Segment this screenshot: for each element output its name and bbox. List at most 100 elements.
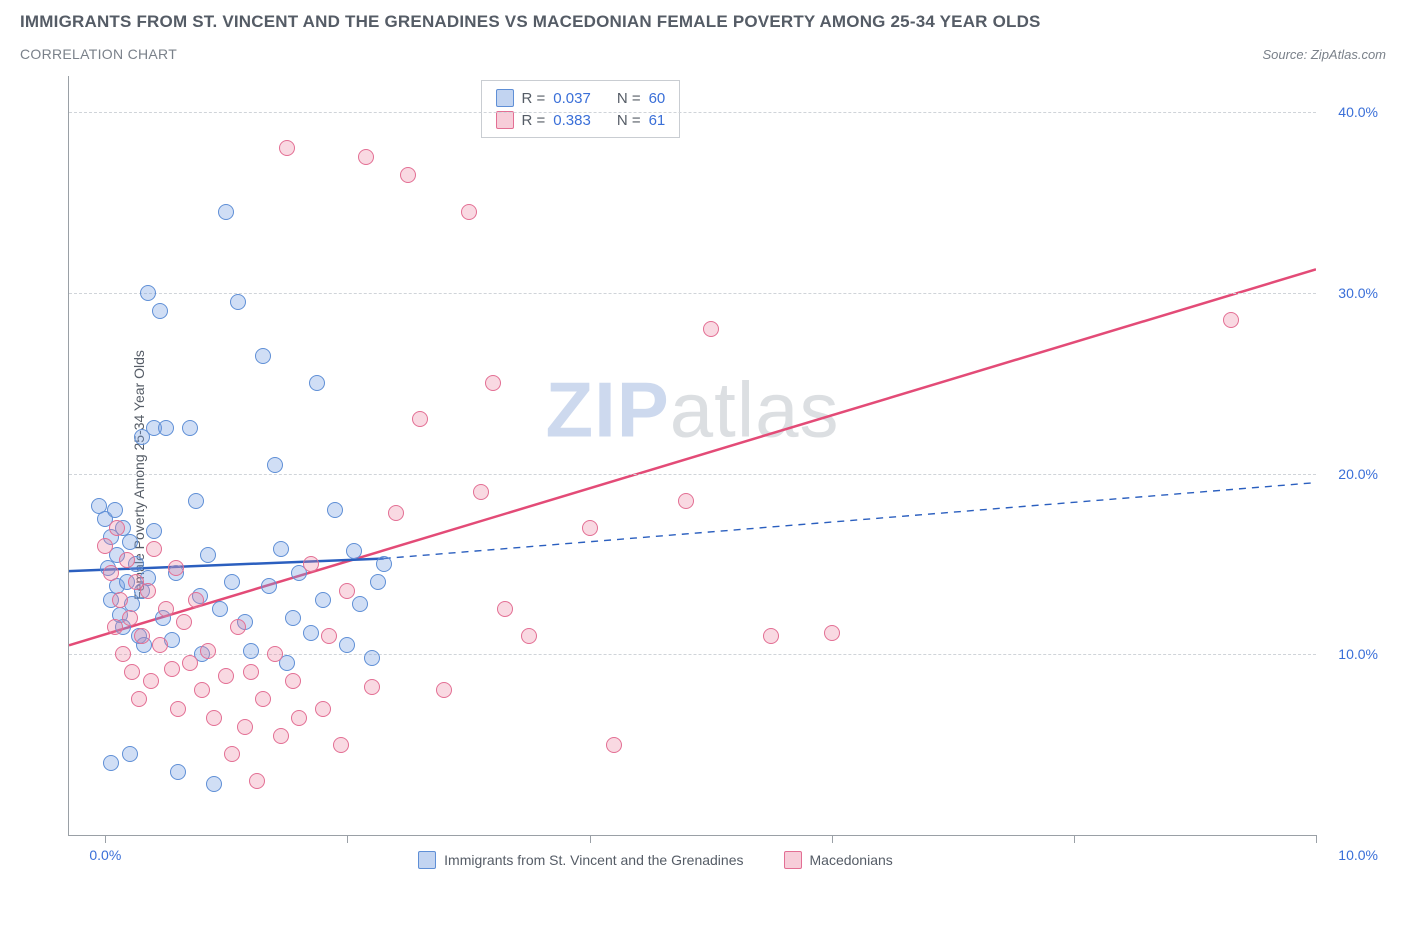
point-stvincent	[230, 294, 246, 310]
legend-series: Immigrants from St. Vincent and the Gren…	[418, 851, 893, 869]
legend-n-label: N =	[617, 112, 641, 129]
trendline-macedonian	[69, 269, 1316, 645]
point-stvincent	[346, 543, 362, 559]
gridline-h	[69, 474, 1316, 475]
point-macedonian	[436, 682, 452, 698]
point-macedonian	[115, 646, 131, 662]
point-macedonian	[164, 661, 180, 677]
point-macedonian	[152, 637, 168, 653]
point-macedonian	[230, 619, 246, 635]
plot-area: ZIPatlas R =0.037N =60R =0.383N = 61 Imm…	[68, 76, 1316, 836]
page-title: IMMIGRANTS FROM ST. VINCENT AND THE GREN…	[20, 12, 1386, 32]
point-stvincent	[243, 643, 259, 659]
y-tick-label: 10.0%	[1338, 646, 1378, 662]
point-stvincent	[140, 285, 156, 301]
point-macedonian	[119, 552, 135, 568]
x-tick	[590, 835, 591, 843]
point-macedonian	[134, 628, 150, 644]
point-macedonian	[122, 610, 138, 626]
point-macedonian	[678, 493, 694, 509]
y-tick-label: 40.0%	[1338, 104, 1378, 120]
point-macedonian	[255, 691, 271, 707]
point-stvincent	[103, 755, 119, 771]
legend-swatch-pink	[496, 111, 514, 129]
legend-swatch-blue	[496, 89, 514, 107]
watermark-zip: ZIP	[545, 365, 669, 453]
point-macedonian	[143, 673, 159, 689]
point-macedonian	[333, 737, 349, 753]
legend-n-value: 61	[649, 112, 666, 129]
point-macedonian	[321, 628, 337, 644]
legend-swatch-pink	[784, 851, 802, 869]
point-macedonian	[315, 701, 331, 717]
x-tick	[347, 835, 348, 843]
gridline-h	[69, 112, 1316, 113]
point-stvincent	[303, 625, 319, 641]
point-stvincent	[212, 601, 228, 617]
legend-series-item: Immigrants from St. Vincent and the Gren…	[418, 851, 743, 869]
legend-series-label: Immigrants from St. Vincent and the Gren…	[444, 852, 743, 868]
point-macedonian	[170, 701, 186, 717]
point-stvincent	[339, 637, 355, 653]
point-macedonian	[176, 614, 192, 630]
chart-subtitle: CORRELATION CHART	[20, 46, 177, 62]
x-tick	[832, 835, 833, 843]
x-tick-label: 10.0%	[1338, 847, 1378, 863]
point-stvincent	[122, 746, 138, 762]
gridline-h	[69, 293, 1316, 294]
point-stvincent	[267, 457, 283, 473]
point-stvincent	[158, 420, 174, 436]
y-tick-label: 30.0%	[1338, 285, 1378, 301]
point-macedonian	[103, 565, 119, 581]
point-stvincent	[152, 303, 168, 319]
x-tick-label: 0.0%	[89, 847, 121, 863]
point-stvincent	[309, 375, 325, 391]
trend-lines-svg	[69, 76, 1316, 835]
point-stvincent	[107, 502, 123, 518]
point-macedonian	[291, 710, 307, 726]
watermark: ZIPatlas	[545, 364, 839, 455]
point-macedonian	[267, 646, 283, 662]
legend-r-value: 0.037	[553, 90, 591, 107]
point-macedonian	[358, 149, 374, 165]
point-macedonian	[339, 583, 355, 599]
point-macedonian	[400, 167, 416, 183]
point-stvincent	[364, 650, 380, 666]
point-macedonian	[146, 541, 162, 557]
point-macedonian	[473, 484, 489, 500]
point-stvincent	[352, 596, 368, 612]
point-stvincent	[188, 493, 204, 509]
point-macedonian	[606, 737, 622, 753]
point-stvincent	[224, 574, 240, 590]
point-macedonian	[109, 520, 125, 536]
point-macedonian	[243, 664, 259, 680]
point-stvincent	[206, 776, 222, 792]
point-macedonian	[224, 746, 240, 762]
point-macedonian	[97, 538, 113, 554]
point-stvincent	[200, 547, 216, 563]
point-macedonian	[279, 140, 295, 156]
legend-n-value: 60	[649, 90, 666, 107]
point-macedonian	[140, 583, 156, 599]
point-macedonian	[273, 728, 289, 744]
point-macedonian	[388, 505, 404, 521]
point-macedonian	[364, 679, 380, 695]
point-macedonian	[188, 592, 204, 608]
legend-r-value: 0.383	[553, 112, 591, 129]
point-stvincent	[376, 556, 392, 572]
x-tick	[105, 835, 106, 843]
point-macedonian	[182, 655, 198, 671]
point-macedonian	[521, 628, 537, 644]
legend-r-label: R =	[522, 90, 546, 107]
point-stvincent	[285, 610, 301, 626]
point-macedonian	[131, 691, 147, 707]
point-macedonian	[412, 411, 428, 427]
source-attribution: Source: ZipAtlas.com	[1262, 47, 1386, 62]
point-stvincent	[273, 541, 289, 557]
legend-swatch-blue	[418, 851, 436, 869]
point-stvincent	[182, 420, 198, 436]
point-stvincent	[170, 764, 186, 780]
point-stvincent	[218, 204, 234, 220]
point-stvincent	[146, 523, 162, 539]
point-stvincent	[255, 348, 271, 364]
